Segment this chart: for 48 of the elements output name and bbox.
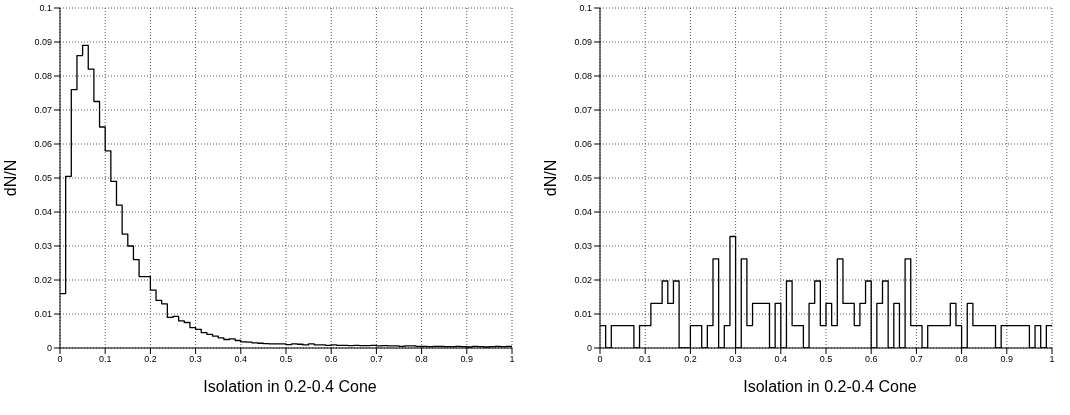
x-tick-label: 0.2 — [144, 354, 157, 365]
x-tick-label: 0.1 — [98, 354, 112, 365]
y-tick-label: 0 — [46, 343, 52, 354]
x-tick-label: 0 — [57, 354, 63, 365]
y-tick-label: 0.07 — [574, 105, 592, 116]
y-tick-label: 0.09 — [574, 37, 592, 48]
y-tick-label: 0.09 — [34, 37, 52, 48]
y-tick-label: 0.02 — [34, 275, 52, 286]
y-tick-label: 0.05 — [34, 173, 52, 184]
x-tick-label: 0.8 — [955, 354, 968, 365]
y-axis-title: dN/N — [541, 159, 559, 197]
y-axis-title: dN/N — [1, 159, 19, 197]
x-tick-label: 0.8 — [415, 354, 428, 365]
x-tick-label: 0.9 — [460, 354, 474, 365]
x-tick-label: 0.3 — [729, 354, 742, 365]
x-tick-label: 0.4 — [234, 354, 248, 365]
x-axis-title: Isolation in 0.2-0.4 Cone — [742, 378, 918, 396]
x-axis-title: Isolation in 0.2-0.4 Cone — [202, 378, 378, 396]
x-tick-label: 1 — [1049, 354, 1055, 365]
x-tick-label: 0.3 — [189, 354, 202, 365]
x-tick-label: 0.2 — [684, 354, 697, 365]
y-tick-label: 0.04 — [34, 207, 52, 218]
y-tick-label: 0.06 — [34, 139, 52, 150]
x-tick-label: 0.7 — [910, 354, 923, 365]
y-tick-label: 0.08 — [574, 71, 592, 82]
y-tick-label: 0.02 — [574, 275, 592, 286]
x-tick-label: 0.4 — [774, 354, 788, 365]
y-tick-label: 0.08 — [34, 71, 52, 82]
y-tick-label: 0.01 — [574, 309, 592, 320]
x-tick-label: 1 — [509, 354, 515, 365]
x-tick-label: 0 — [597, 354, 603, 365]
x-tick-label: 0.9 — [1000, 354, 1014, 365]
y-tick-label: 0 — [586, 343, 592, 354]
x-tick-label: 0.5 — [819, 354, 833, 365]
y-tick-label: 0.07 — [34, 105, 52, 116]
y-tick-label: 0.01 — [34, 309, 52, 320]
x-tick-label: 0.5 — [279, 354, 293, 365]
y-tick-label: 0.03 — [574, 241, 592, 252]
y-tick-label: 0.06 — [574, 139, 592, 150]
y-tick-label: 0.05 — [574, 173, 592, 184]
x-tick-label: 0.7 — [370, 354, 383, 365]
y-tick-label: 0.1 — [579, 3, 592, 14]
y-tick-label: 0.1 — [39, 3, 52, 14]
x-tick-label: 0.1 — [638, 354, 652, 365]
x-tick-label: 0.6 — [864, 354, 878, 365]
x-tick-label: 0.6 — [324, 354, 338, 365]
y-tick-label: 0.03 — [34, 241, 52, 252]
y-tick-label: 0.04 — [574, 207, 592, 218]
